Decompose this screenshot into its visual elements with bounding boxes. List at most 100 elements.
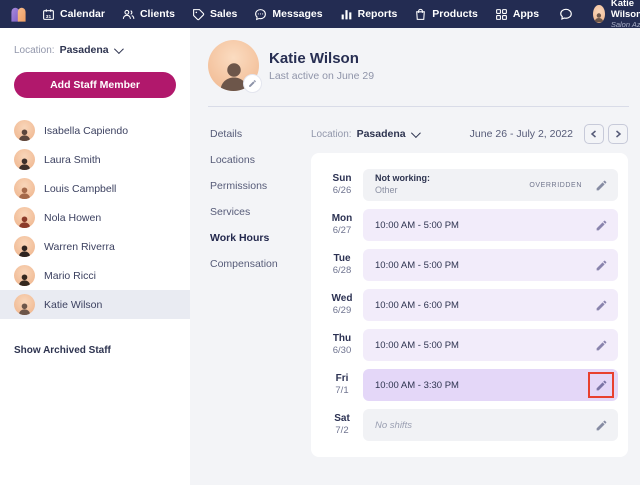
profile-header: Katie Wilson Last active on June 29 xyxy=(190,28,640,93)
edit-avatar-button[interactable] xyxy=(243,74,262,93)
messages-icon xyxy=(254,8,267,21)
shift-time: 10:00 AM - 3:30 PM xyxy=(375,379,459,391)
edit-shift-button[interactable] xyxy=(594,258,608,272)
staff-list-item-katie[interactable]: Katie Wilson xyxy=(0,290,190,319)
overridden-badge: OVERRIDDEN xyxy=(529,181,582,189)
staff-avatar xyxy=(14,294,35,315)
staff-avatar xyxy=(14,149,35,170)
profile-tabs: Details Locations Permissions Services W… xyxy=(210,124,311,457)
red-highlight-annotation xyxy=(588,372,614,398)
day-column: Mon 6/27 xyxy=(321,213,363,236)
day-column: Thu 6/30 xyxy=(321,333,363,356)
apps-grid-icon xyxy=(495,8,508,21)
staff-list-item-mario[interactable]: Mario Ricci xyxy=(0,261,190,290)
tab-compensation[interactable]: Compensation xyxy=(210,258,278,270)
location-value: Pasadena xyxy=(356,128,406,140)
staff-name: Louis Campbell xyxy=(44,182,117,195)
staff-name: Mario Ricci xyxy=(44,269,96,282)
shift-box: 10:00 AM - 6:00 PM xyxy=(363,289,618,321)
staff-avatar xyxy=(14,265,35,286)
staff-list-item-warren[interactable]: Warren Riverra xyxy=(0,232,190,261)
page-layout: Location: Pasadena Add Staff Member Isab… xyxy=(0,28,640,485)
not-working-text: Not working: Other xyxy=(375,173,430,196)
edit-shift-button[interactable] xyxy=(594,338,608,352)
edit-shift-button[interactable] xyxy=(594,298,608,312)
nav-item-reports[interactable]: Reports xyxy=(340,8,398,21)
work-hours-row-mon: Mon 6/27 10:00 AM - 5:00 PM xyxy=(321,209,618,241)
location-label: Location: xyxy=(14,44,55,56)
staff-avatar xyxy=(14,178,35,199)
staff-name: Laura Smith xyxy=(44,153,101,166)
edit-shift-button[interactable] xyxy=(594,218,608,232)
day-label: Wed xyxy=(331,293,353,305)
staff-sidebar: Location: Pasadena Add Staff Member Isab… xyxy=(0,28,190,485)
day-label: Sun xyxy=(332,173,352,185)
nav-item-apps[interactable]: Apps xyxy=(495,8,539,21)
day-label: Fri xyxy=(335,373,349,385)
staff-list-item-louis[interactable]: Louis Campbell xyxy=(0,174,190,203)
work-hours-row-sat: Sat 7/2 No shifts xyxy=(321,409,618,441)
nav-item-messages[interactable]: Messages xyxy=(254,8,323,21)
page-title: Katie Wilson xyxy=(269,49,359,67)
header-divider xyxy=(208,106,629,107)
edit-shift-button-highlighted[interactable] xyxy=(594,378,608,392)
profile-header-text: Katie Wilson Last active on June 29 xyxy=(269,50,374,82)
shift-box: 10:00 AM - 5:00 PM xyxy=(363,249,618,281)
sidebar-location-selector[interactable]: Location: Pasadena xyxy=(0,38,190,66)
work-hours-row-thu: Thu 6/30 10:00 AM - 5:00 PM xyxy=(321,329,618,361)
nav-label: Sales xyxy=(209,8,238,20)
location-value: Pasadena xyxy=(59,44,109,56)
staff-list-item-isabella[interactable]: Isabella Capiendo xyxy=(0,116,190,145)
add-staff-member-button[interactable]: Add Staff Member xyxy=(14,72,176,98)
nav-label: Reports xyxy=(357,8,398,20)
day-column: Tue 6/28 xyxy=(321,253,363,276)
nav-item-clients[interactable]: Clients xyxy=(122,8,175,21)
next-week-button[interactable] xyxy=(608,124,628,144)
nav-item-products[interactable]: Products xyxy=(414,8,478,21)
day-label: Tue xyxy=(333,253,351,265)
show-archived-staff-link[interactable]: Show Archived Staff xyxy=(14,345,111,356)
products-icon xyxy=(414,8,427,21)
staff-name: Warren Riverra xyxy=(44,240,115,253)
staff-list-item-nola[interactable]: Nola Howen xyxy=(0,203,190,232)
app-logo-icon[interactable] xyxy=(10,6,27,23)
date-label: 6/28 xyxy=(332,265,352,277)
date-label: 6/27 xyxy=(332,225,352,237)
previous-week-button[interactable] xyxy=(584,124,604,144)
date-label: 6/26 xyxy=(332,185,352,197)
nav-item-sales[interactable]: Sales xyxy=(192,8,237,21)
staff-list-item-laura[interactable]: Laura Smith xyxy=(0,145,190,174)
nav-label: Apps xyxy=(512,8,540,20)
staff-avatar xyxy=(14,120,35,141)
work-hours-location-selector[interactable]: Location: Pasadena xyxy=(311,127,421,140)
calendar-icon: 31 xyxy=(42,8,55,21)
tab-locations[interactable]: Locations xyxy=(210,154,255,166)
shift-box-highlighted: 10:00 AM - 3:30 PM xyxy=(363,369,618,401)
tab-permissions[interactable]: Permissions xyxy=(210,180,268,192)
user-name: Katie Wilson xyxy=(610,0,640,20)
day-column: Wed 6/29 xyxy=(321,293,363,316)
date-label: 6/29 xyxy=(332,305,352,317)
day-column: Sat 7/2 xyxy=(321,413,363,436)
profile-avatar xyxy=(208,40,262,93)
work-hours-row-fri: Fri 7/1 10:00 AM - 3:30 PM xyxy=(321,369,618,401)
tab-details[interactable]: Details xyxy=(210,128,243,140)
sales-tag-icon xyxy=(192,8,205,21)
clients-icon xyxy=(122,8,135,21)
edit-shift-button[interactable] xyxy=(594,178,608,192)
chat-bubble-icon[interactable] xyxy=(559,7,573,21)
date-label: 7/2 xyxy=(335,425,349,437)
tab-work-hours[interactable]: Work Hours xyxy=(210,232,270,244)
shift-time: 10:00 AM - 6:00 PM xyxy=(375,299,459,311)
day-column: Sun 6/26 xyxy=(321,173,363,196)
date-label: 6/30 xyxy=(332,345,352,357)
edit-shift-button[interactable] xyxy=(594,418,608,432)
work-hours-header: Location: Pasadena June 26 - July 2, 202… xyxy=(311,124,628,144)
location-label: Location: xyxy=(311,128,352,140)
day-label: Mon xyxy=(331,213,353,225)
nav-item-calendar[interactable]: 31 Calendar xyxy=(42,8,105,21)
user-menu[interactable]: Katie Wilson Salon Azul xyxy=(593,0,640,29)
tab-services[interactable]: Services xyxy=(210,206,251,218)
not-working-reason: Other xyxy=(375,185,398,195)
no-shifts-text: No shifts xyxy=(375,419,412,431)
